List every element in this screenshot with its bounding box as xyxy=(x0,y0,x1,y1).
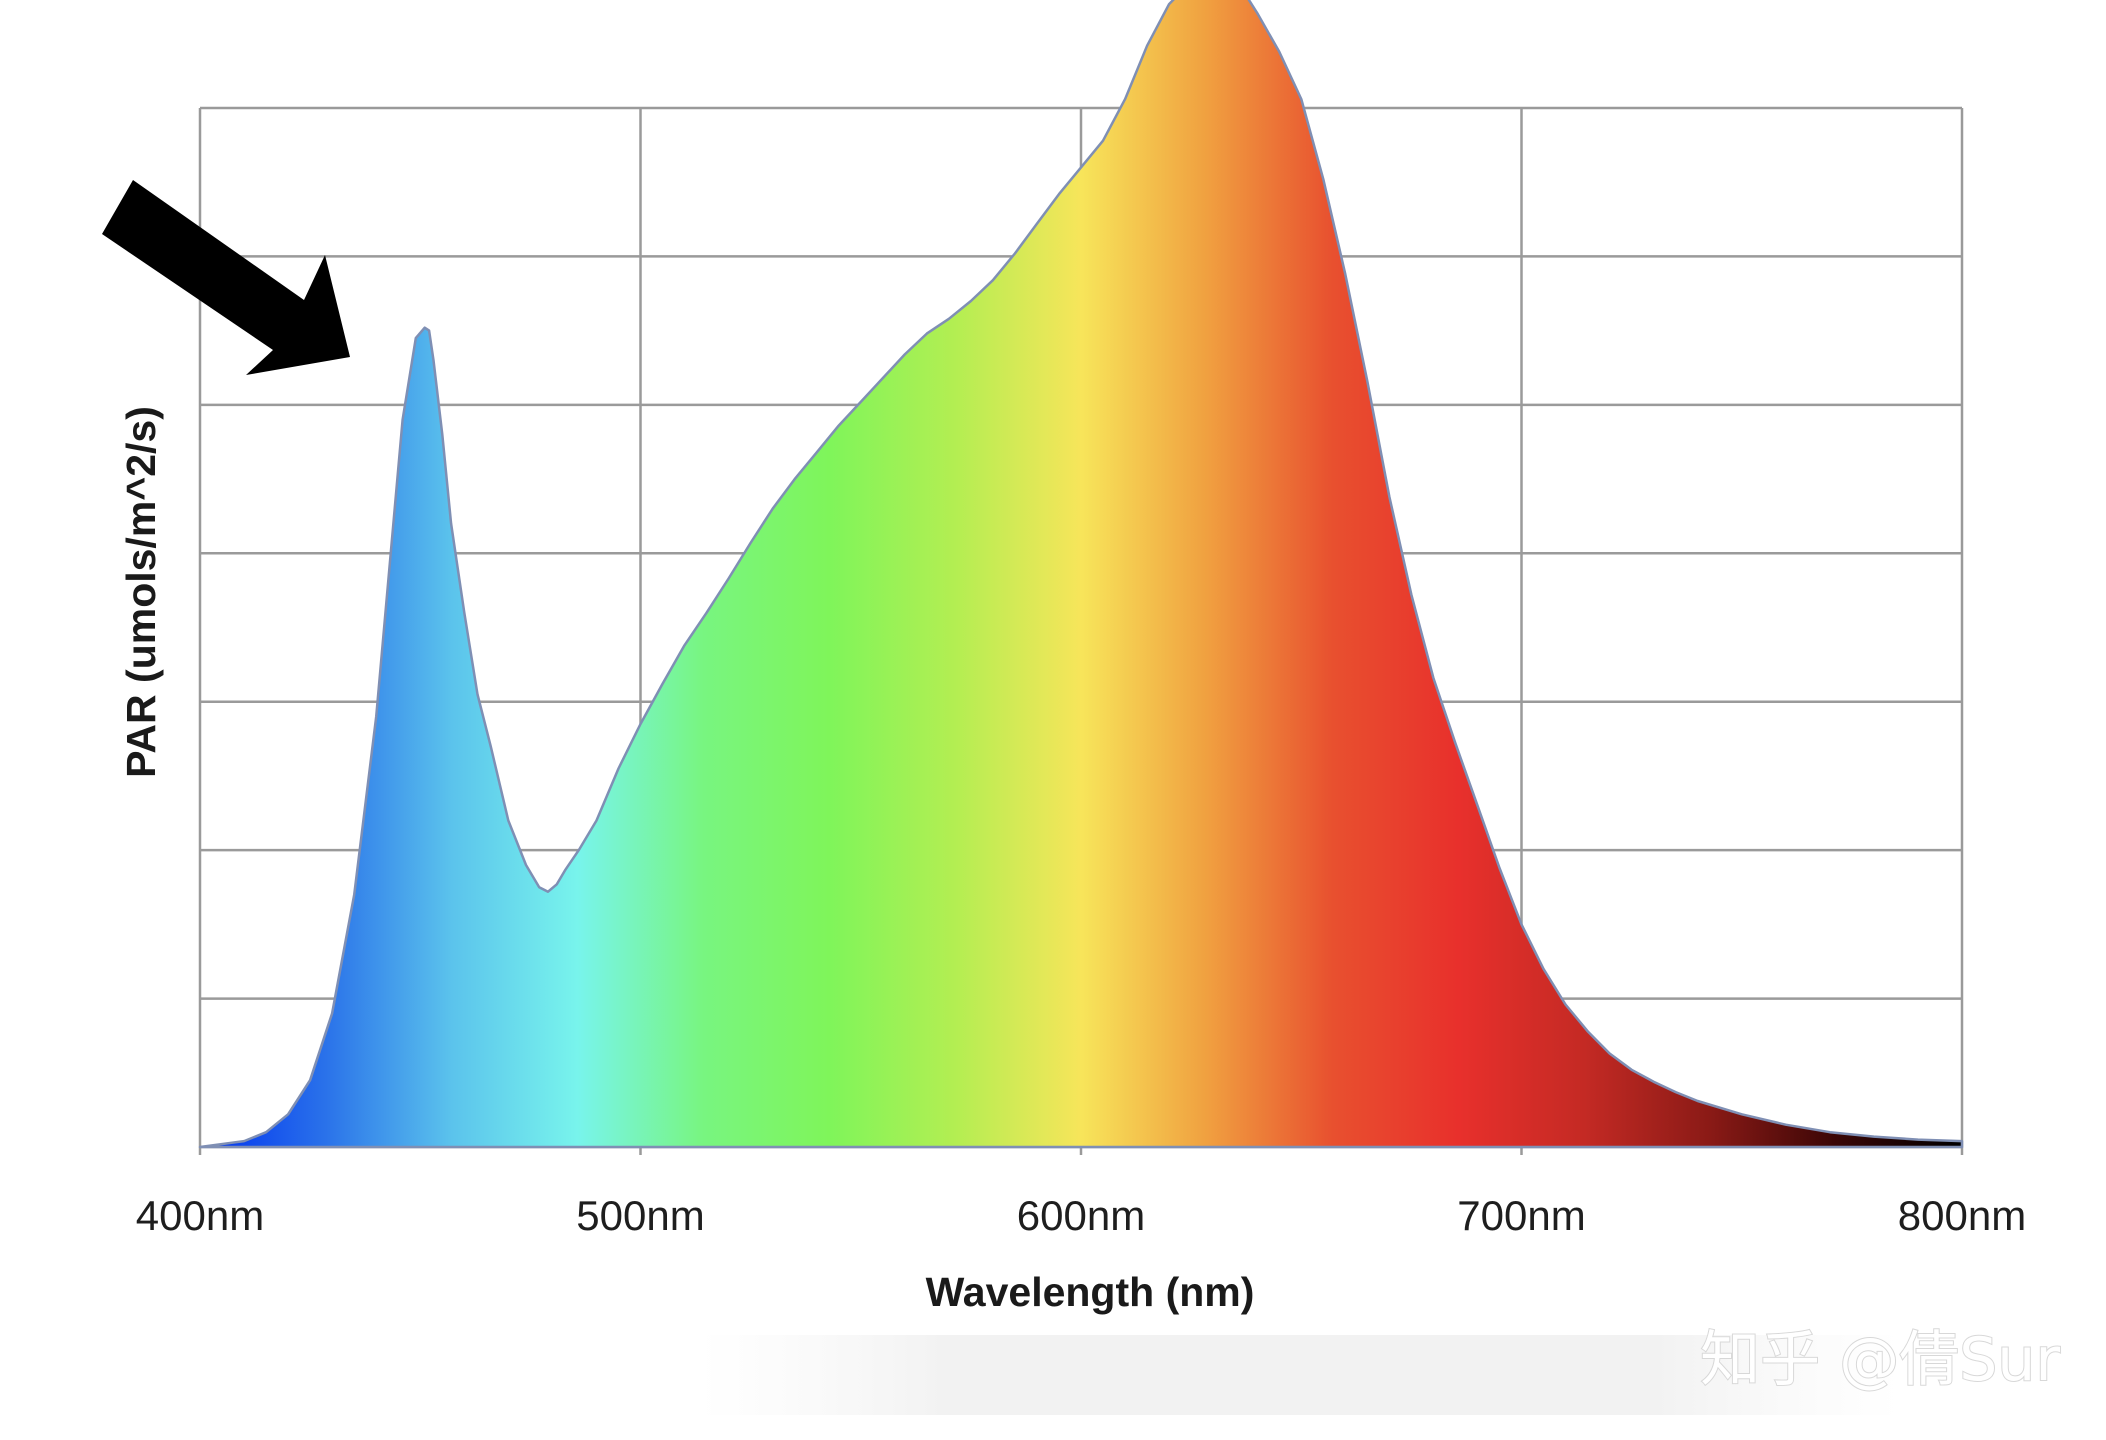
watermark-text: 知乎 @倩Sur xyxy=(1700,1325,2060,1395)
spectrum-area-series xyxy=(198,0,1964,1149)
x-axis-title: Wavelength (nm) xyxy=(926,1269,1255,1315)
arrow-annotation xyxy=(102,180,350,375)
x-tick-label: 800nm xyxy=(1898,1192,2026,1239)
x-tick-labels: 400nm 500nm 600nm 700nm 800nm xyxy=(136,1192,2026,1239)
spectrum-area-layer xyxy=(198,0,1964,1149)
x-tick-label: 700nm xyxy=(1457,1192,1585,1239)
bottom-shadow-band xyxy=(700,1335,1900,1415)
x-tick-label: 400nm xyxy=(136,1192,264,1239)
y-axis-title: PAR (umols/m^2/s) xyxy=(118,406,164,778)
x-tick-label: 500nm xyxy=(576,1192,704,1239)
x-tick-label: 600nm xyxy=(1017,1192,1145,1239)
